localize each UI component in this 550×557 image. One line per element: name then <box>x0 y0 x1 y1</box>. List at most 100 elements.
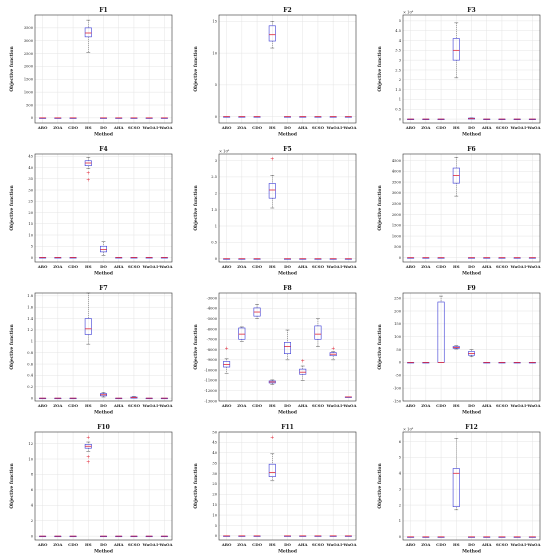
axes-frame <box>218 292 357 402</box>
y-tick-label: -12000 <box>204 389 217 393</box>
outlier-point: + <box>86 435 90 441</box>
x-tick-label: CDO <box>68 403 78 408</box>
box-i-waoa <box>344 258 352 260</box>
panel-f1: 0 500 1000 1500 2000 2500 3000 3500 ARO ZOA CDO HS D… <box>8 4 176 140</box>
box-do <box>100 117 107 119</box>
y-tick-label: 3000 <box>392 191 402 195</box>
x-tick-label: ARO <box>405 403 416 408</box>
axes-frame <box>218 153 357 263</box>
x-tick-label: SCSO <box>312 125 325 130</box>
box-aro <box>39 397 47 400</box>
box-aha <box>299 365 307 381</box>
outlier-point: + <box>225 346 229 352</box>
y-tick-label: -150 <box>393 399 402 403</box>
box-i-waoa <box>344 116 352 118</box>
x-tick-label: AHA <box>113 403 125 408</box>
x-axis-label: Method <box>94 411 113 416</box>
chart-svg: 0 500 1000 1500 2000 2500 3000 3500 4000 4500 ARO Z… <box>378 146 541 277</box>
y-tick-label: 6 <box>31 488 34 492</box>
y-tick-label: 2500 <box>24 52 34 56</box>
y-tick-label: 2.5 <box>395 68 401 72</box>
box-waoa <box>329 258 337 260</box>
x-tick-label: AHA <box>481 125 493 130</box>
x-tick-label: ZOA <box>237 125 247 130</box>
y-tick-label: 50 <box>396 348 401 352</box>
outlier-point: + <box>301 358 305 364</box>
outlier-point: + <box>86 454 90 460</box>
y-tick-label: 1.5 <box>211 208 217 212</box>
y-tick-label: 1000 <box>392 234 402 238</box>
y-tick-label: -9000 <box>207 358 218 362</box>
x-tick-label: DO <box>284 403 291 408</box>
panel-f2: 0 5 10 15 ARO ZOA CDO HS DO AHA SCSO WaOA I-WaOA F2 Me… <box>192 4 360 140</box>
x-tick-label: I-WaOA <box>340 264 357 269</box>
y-tick-label: 0 <box>399 117 402 121</box>
x-tick-label: HS <box>85 403 92 408</box>
y-tick-label: 3 <box>399 487 402 491</box>
y-tick-label: 1000 <box>24 90 34 94</box>
box-scso <box>314 116 322 118</box>
y-tick-label: 25 <box>212 482 217 486</box>
x-tick-label: CDO <box>252 264 262 269</box>
box-aha <box>483 536 491 538</box>
box-aha <box>115 257 123 259</box>
box-cdo <box>69 535 77 538</box>
x-tick-label: WaOA <box>510 125 525 130</box>
x-tick-label: AHA <box>297 125 309 130</box>
x-tick-label: CDO <box>252 125 262 130</box>
x-tick-label: WaOA <box>510 403 525 408</box>
x-tick-label: WaOA <box>326 264 341 269</box>
box-body <box>284 342 291 354</box>
x-axis-label: Method <box>462 272 481 277</box>
box-aro <box>407 257 415 259</box>
box-do <box>284 258 291 260</box>
box-hs <box>84 157 92 169</box>
y-tick-label: 4500 <box>392 159 402 163</box>
box-cdo <box>437 118 445 120</box>
x-tick-label: WaOA <box>326 542 341 547</box>
y-tick-label: 15 <box>212 503 217 507</box>
x-tick-label: ZOA <box>237 542 247 547</box>
box-i-waoa <box>160 397 168 400</box>
x-tick-label: WaOA <box>510 264 525 269</box>
y-tick-label: 2000 <box>24 65 34 69</box>
box-i-waoa <box>528 536 536 538</box>
box-zoa <box>422 118 430 120</box>
y-tick-label: 1500 <box>24 78 34 82</box>
y-tick-label: 2 <box>399 78 401 82</box>
y-axis-label: Objective function <box>378 185 383 231</box>
box-zoa <box>238 326 246 342</box>
box-scso <box>498 536 506 538</box>
y-axis-label: Objective function <box>194 463 199 509</box>
x-tick-label: ZOA <box>421 542 431 547</box>
box-hs <box>452 22 460 79</box>
y-tick-label: -11000 <box>204 379 217 383</box>
x-tick-label: AHA <box>481 403 493 408</box>
y-tick-label: 3 <box>215 159 218 163</box>
y-tick-label: 0.5 <box>395 108 401 112</box>
y-tick-label: 50 <box>212 430 217 434</box>
panel-title: F3 <box>467 7 475 14</box>
box-do <box>100 535 107 538</box>
x-tick-label: WaOA <box>510 542 525 547</box>
box-scso <box>130 396 138 399</box>
y-tick-label: 10 <box>28 457 33 461</box>
box-hs <box>268 21 276 49</box>
x-tick-label: ARO <box>37 403 48 408</box>
y-tick-label: 5 <box>215 83 218 87</box>
box-hs <box>268 453 276 482</box>
box-zoa <box>422 536 430 538</box>
outlier-point: + <box>86 171 90 177</box>
x-tick-label: I-WaOA <box>524 542 541 547</box>
x-tick-label: HS <box>269 125 276 130</box>
x-tick-label: CDO <box>68 542 78 547</box>
panel-f12: 0 1 2 3 4 5 6 ARO ZOA CDO HS DO AHA SCSO WaOA I-WaOA F12… <box>376 421 544 557</box>
x-axis-label: Method <box>278 133 297 138</box>
box-do <box>468 117 475 120</box>
y-tick-label: 5 <box>399 19 402 23</box>
y-tick-label: 1.6 <box>27 306 33 310</box>
box-aro <box>39 257 47 259</box>
y-tick-label: 2 <box>215 192 217 196</box>
y-axis-label: Objective function <box>378 463 383 509</box>
y-tick-label: 3.5 <box>395 49 401 53</box>
